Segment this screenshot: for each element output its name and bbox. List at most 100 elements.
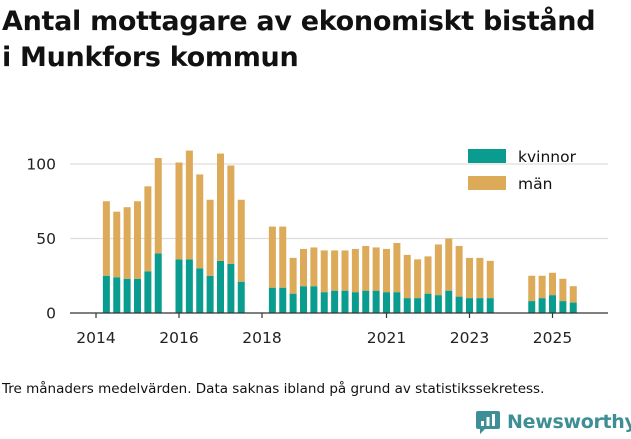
bar-kvinnor-1 bbox=[113, 277, 121, 313]
bar-kvinnor-35 bbox=[528, 301, 536, 313]
bar-kvinnor-24 bbox=[383, 292, 390, 313]
bar-kvinnor-4 bbox=[144, 271, 152, 313]
bar-kvinnor-18 bbox=[320, 292, 328, 313]
bar-kvinnor-21 bbox=[351, 292, 359, 313]
bar-man-32 bbox=[466, 257, 473, 299]
bar-kvinnor-12 bbox=[237, 281, 245, 313]
bar-kvinnor-36 bbox=[538, 298, 546, 313]
bar-man-12 bbox=[237, 199, 245, 282]
bar-kvinnor-3 bbox=[134, 278, 141, 313]
bar-man-27 bbox=[414, 259, 422, 299]
bar-kvinnor-6 bbox=[175, 259, 183, 313]
bar-man-28 bbox=[424, 256, 432, 294]
bar-kvinnor-7 bbox=[185, 259, 193, 313]
bar-man-21 bbox=[351, 248, 359, 293]
bar-man-16 bbox=[300, 248, 307, 287]
bar-man-14 bbox=[279, 226, 287, 288]
chart-caption: Tre månaders medelvärden. Data saknas ib… bbox=[2, 381, 545, 397]
bar-kvinnor-37 bbox=[549, 295, 556, 313]
bar-kvinnor-25 bbox=[393, 292, 401, 313]
bar-man-22 bbox=[362, 245, 370, 291]
bar-kvinnor-17 bbox=[310, 286, 318, 313]
bar-kvinnor-13 bbox=[268, 287, 276, 313]
x-tick-label: 2023 bbox=[450, 329, 489, 347]
bar-man-26 bbox=[403, 254, 411, 299]
bar-kvinnor-39 bbox=[569, 302, 577, 313]
bar-man-6 bbox=[175, 162, 183, 260]
bar-kvinnor-29 bbox=[434, 295, 442, 313]
bar-kvinnor-38 bbox=[559, 301, 567, 313]
bar-man-10 bbox=[217, 153, 224, 261]
chart-title: Antal mottagare av ekonomiskt bistånd i … bbox=[2, 4, 627, 76]
bar-kvinnor-2 bbox=[123, 278, 131, 313]
brand-name: Newsworthy bbox=[507, 411, 631, 433]
bar-kvinnor-30 bbox=[445, 290, 453, 313]
bar-kvinnor-0 bbox=[102, 275, 110, 313]
bar-kvinnor-11 bbox=[227, 263, 235, 313]
x-tick-label: 2025 bbox=[533, 329, 572, 347]
legend-swatch-man bbox=[468, 176, 506, 190]
bar-man-1 bbox=[113, 211, 121, 278]
bar-man-34 bbox=[486, 260, 494, 299]
bar-kvinnor-32 bbox=[466, 298, 473, 313]
y-tick-label: 0 bbox=[46, 305, 56, 323]
bar-kvinnor-16 bbox=[300, 286, 307, 313]
bar-series bbox=[102, 150, 577, 313]
bar-kvinnor-26 bbox=[403, 298, 411, 313]
newsworthy-logo-icon bbox=[476, 411, 500, 434]
bar-man-30 bbox=[445, 238, 453, 291]
bar-kvinnor-33 bbox=[476, 298, 484, 313]
bar-man-15 bbox=[289, 257, 297, 294]
bar-chart: 0 50 100 2014 2016 2018 2021 2023 2025 kvinnor m… bbox=[26, 148, 608, 347]
bar-kvinnor-28 bbox=[424, 293, 432, 313]
legend-label-kvinnor: kvinnor bbox=[518, 148, 577, 166]
bar-kvinnor-19 bbox=[331, 290, 339, 313]
bar-man-38 bbox=[559, 278, 567, 302]
bar-kvinnor-14 bbox=[279, 287, 287, 313]
bar-kvinnor-31 bbox=[455, 296, 463, 313]
bar-kvinnor-22 bbox=[362, 290, 370, 313]
bar-man-39 bbox=[569, 286, 577, 303]
bar-kvinnor-10 bbox=[217, 260, 224, 313]
bar-kvinnor-23 bbox=[372, 290, 380, 313]
bar-man-13 bbox=[268, 226, 276, 288]
axes: 0 50 100 2014 2016 2018 2021 2023 2025 bbox=[26, 156, 608, 347]
bar-man-24 bbox=[383, 248, 390, 293]
legend-swatch-kvinnor bbox=[468, 149, 506, 163]
bar-man-17 bbox=[310, 247, 318, 287]
bar-man-20 bbox=[341, 250, 349, 291]
bar-man-18 bbox=[320, 250, 328, 293]
x-tick-label: 2016 bbox=[159, 329, 198, 347]
legend: kvinnor män bbox=[468, 148, 577, 193]
bar-man-4 bbox=[144, 186, 152, 272]
y-tick-label: 100 bbox=[26, 156, 56, 174]
bar-man-29 bbox=[434, 244, 442, 296]
title-line-2: i Munkfors kommun bbox=[2, 42, 299, 73]
bar-man-19 bbox=[331, 250, 339, 291]
bar-kvinnor-27 bbox=[414, 298, 422, 313]
bar-man-11 bbox=[227, 165, 235, 264]
bar-kvinnor-9 bbox=[206, 275, 214, 313]
bar-kvinnor-34 bbox=[486, 298, 494, 313]
bar-man-7 bbox=[185, 150, 193, 260]
title-line-1: Antal mottagare av ekonomiskt bistånd bbox=[2, 6, 596, 37]
bar-man-9 bbox=[206, 199, 214, 276]
bar-man-36 bbox=[538, 275, 546, 299]
bar-man-33 bbox=[476, 257, 484, 299]
bar-kvinnor-15 bbox=[289, 293, 297, 313]
bar-kvinnor-20 bbox=[341, 290, 349, 313]
legend-label-man: män bbox=[518, 175, 552, 193]
bar-man-0 bbox=[102, 201, 110, 276]
x-tick-label: 2018 bbox=[242, 329, 281, 347]
y-tick-label: 50 bbox=[36, 230, 56, 248]
x-tick-label: 2021 bbox=[367, 329, 406, 347]
x-tick-label: 2014 bbox=[76, 329, 115, 347]
bar-man-2 bbox=[123, 207, 131, 279]
bar-kvinnor-8 bbox=[196, 268, 204, 313]
bar-man-5 bbox=[154, 158, 162, 254]
bar-man-8 bbox=[196, 174, 204, 269]
bar-man-31 bbox=[455, 245, 463, 297]
bar-man-25 bbox=[393, 242, 401, 293]
bar-man-23 bbox=[372, 247, 380, 291]
bar-man-37 bbox=[549, 272, 556, 296]
